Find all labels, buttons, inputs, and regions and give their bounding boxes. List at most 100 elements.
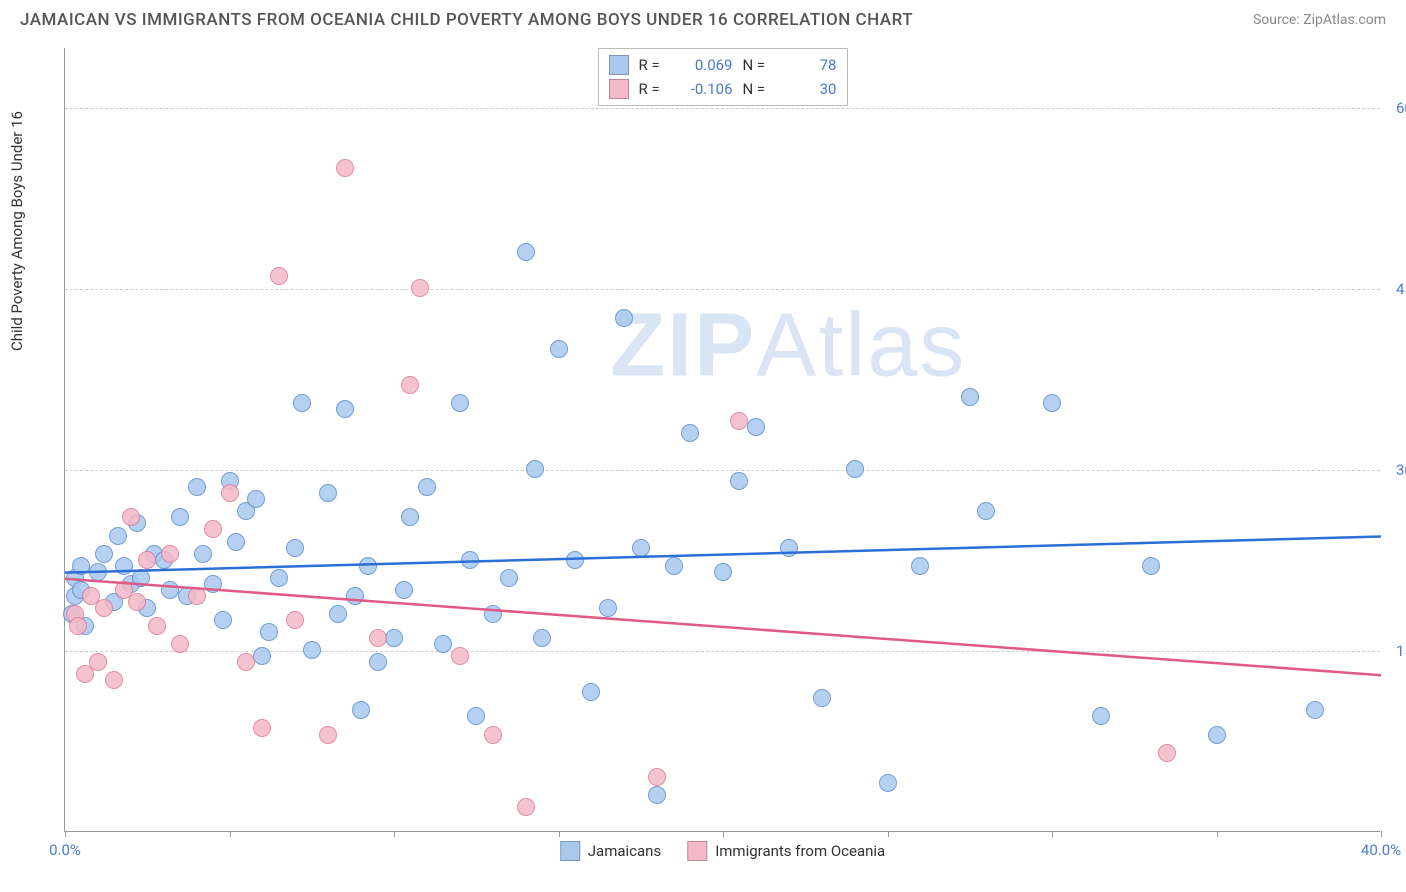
scatter-point (401, 376, 419, 394)
scatter-point (128, 593, 146, 611)
x-tick (230, 831, 231, 837)
scatter-point (385, 629, 403, 647)
x-tick (888, 831, 889, 837)
x-tick (723, 831, 724, 837)
scatter-point (253, 719, 271, 737)
scatter-point (451, 394, 469, 412)
scatter-point (69, 617, 87, 635)
scatter-point (517, 243, 535, 261)
scatter-point (418, 478, 436, 496)
scatter-point (714, 563, 732, 581)
scatter-point (484, 605, 502, 623)
scatter-point (171, 635, 189, 653)
legend-label: Immigrants from Oceania (715, 842, 885, 860)
scatter-point (214, 611, 232, 629)
x-tick (1217, 831, 1218, 837)
scatter-point (632, 539, 650, 557)
scatter-point (780, 539, 798, 557)
scatter-point (369, 629, 387, 647)
legend-r-value: 0.069 (675, 56, 733, 74)
scatter-point (395, 581, 413, 599)
x-tick (394, 831, 395, 837)
legend-r-value: -0.106 (675, 80, 733, 98)
scatter-point (566, 551, 584, 569)
scatter-point (109, 527, 127, 545)
scatter-point (484, 726, 502, 744)
scatter-point (1092, 707, 1110, 725)
scatter-point (730, 472, 748, 490)
legend-r-label: R = (639, 80, 665, 98)
legend-n-value: 78 (779, 56, 837, 74)
y-tick-label: 60.0% (1386, 99, 1406, 117)
legend-n-value: 30 (779, 80, 837, 98)
scatter-point (500, 569, 518, 587)
scatter-point (582, 683, 600, 701)
scatter-point (467, 707, 485, 725)
y-tick-label: 15.0% (1386, 642, 1406, 660)
scatter-point (369, 653, 387, 671)
scatter-point (526, 460, 544, 478)
scatter-point (813, 689, 831, 707)
correlation-legend: R =0.069N =78R =-0.106N =30 (598, 48, 848, 106)
legend-item: Immigrants from Oceania (687, 841, 885, 861)
y-tick-label: 45.0% (1386, 280, 1406, 298)
chart-title: JAMAICAN VS IMMIGRANTS FROM OCEANIA CHIL… (20, 10, 913, 30)
scatter-point (648, 768, 666, 786)
scatter-point (237, 653, 255, 671)
scatter-point (977, 502, 995, 520)
legend-row: R =0.069N =78 (609, 53, 837, 77)
scatter-point (188, 587, 206, 605)
scatter-point (747, 418, 765, 436)
scatter-point (115, 557, 133, 575)
scatter-point (89, 653, 107, 671)
scatter-point (270, 267, 288, 285)
scatter-point (161, 581, 179, 599)
y-tick-label: 30.0% (1386, 461, 1406, 479)
scatter-point (161, 545, 179, 563)
x-tick-label: 0.0% (49, 841, 81, 859)
chart-container: Child Poverty Among Boys Under 16 ZIPAtl… (20, 44, 1390, 874)
scatter-point (451, 647, 469, 665)
legend-r-label: R = (639, 56, 665, 74)
scatter-point (95, 545, 113, 563)
scatter-point (319, 726, 337, 744)
x-tick-label: 40.0% (1361, 841, 1401, 859)
scatter-point (122, 508, 140, 526)
scatter-point (270, 569, 288, 587)
scatter-point (260, 623, 278, 641)
scatter-point (434, 635, 452, 653)
scatter-point (1043, 394, 1061, 412)
legend-item: Jamaicans (560, 841, 661, 861)
scatter-point (550, 340, 568, 358)
scatter-point (615, 309, 633, 327)
scatter-point (194, 545, 212, 563)
scatter-point (319, 484, 337, 502)
scatter-point (401, 508, 419, 526)
x-tick (1381, 831, 1382, 837)
watermark: ZIPAtlas (610, 294, 966, 397)
x-tick (65, 831, 66, 837)
scatter-point (286, 539, 304, 557)
scatter-point (730, 412, 748, 430)
scatter-point (461, 551, 479, 569)
scatter-point (148, 617, 166, 635)
scatter-point (346, 587, 364, 605)
trend-lines (65, 48, 1381, 832)
scatter-point (204, 520, 222, 538)
gridline (65, 289, 1380, 290)
scatter-point (286, 611, 304, 629)
scatter-point (961, 388, 979, 406)
gridline (65, 470, 1380, 471)
scatter-point (188, 478, 206, 496)
scatter-point (411, 279, 429, 297)
scatter-point (336, 159, 354, 177)
scatter-point (303, 641, 321, 659)
scatter-point (879, 774, 897, 792)
scatter-point (359, 557, 377, 575)
scatter-point (533, 629, 551, 647)
source-attribution: Source: ZipAtlas.com (1253, 12, 1386, 28)
plot-area: ZIPAtlas R =0.069N =78R =-0.106N =30 Jam… (64, 48, 1380, 832)
legend-swatch (609, 55, 629, 75)
scatter-point (171, 508, 189, 526)
scatter-point (105, 671, 123, 689)
